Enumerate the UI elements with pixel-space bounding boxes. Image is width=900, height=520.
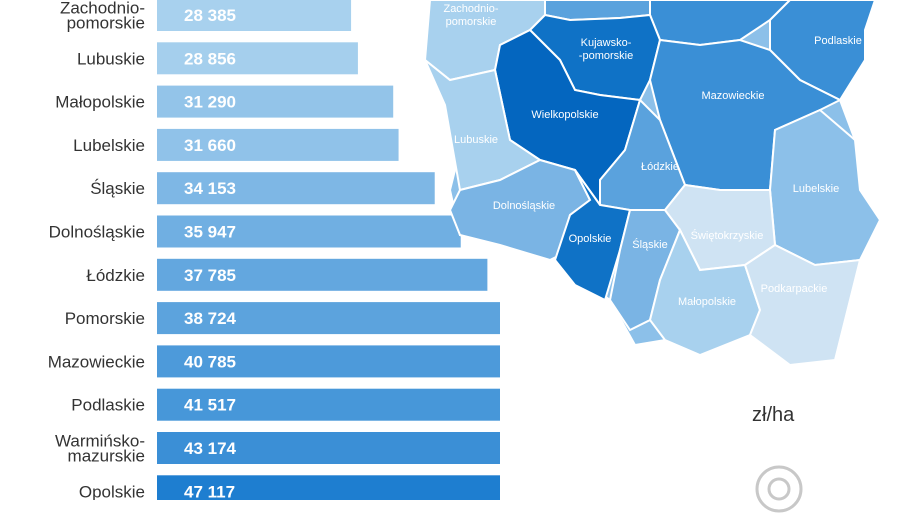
bar-value-label: 31 660 [184,136,236,155]
region-lubelskie[interactable] [768,108,882,267]
bar-value-label: 43 174 [184,439,237,458]
bar [157,215,461,248]
bar-value-label: 47 117 [184,482,235,500]
bar-value-label: 28 856 [184,49,236,68]
bar-chart: 28 385 Zachodnio-pomorskie 28 856 Lubuskie 3… [48,0,500,500]
bar [157,85,394,118]
region-podlaskie[interactable] [769,0,877,102]
region-podkarpackie[interactable] [743,243,862,367]
unit-label: zł/ha [752,404,795,426]
region-wielkopolskie[interactable] [493,28,642,209]
region-label: Mazowieckie [702,90,765,102]
region-label: Lubelskie [793,183,839,195]
category-label: Małopolskie [55,93,145,112]
circle-scroll-icon[interactable] [748,458,810,520]
region-label: Łódzkie [641,161,679,173]
category-label: Zachodnio-pomorskie [60,0,145,33]
category-label: Warmińsko-mazurskie [55,432,145,466]
region-label: Dolnośląskie [493,200,555,212]
category-label: Pomorskie [65,309,145,328]
category-label: Dolnośląskie [49,223,145,242]
region-lodzkie[interactable] [599,98,687,211]
region-swietokrzyskie[interactable] [663,183,777,272]
region-label: Świętokrzyskie [691,229,764,242]
region-kujawsko-pomorskie[interactable] [528,13,662,102]
region-label: Podkarpackie [761,283,828,295]
category-label: Łódzkie [86,266,145,285]
bar-value-label: 35 947 [184,223,236,242]
region-slaskie[interactable] [608,209,682,332]
bar-value-label: 34 153 [184,179,236,198]
category-label: Lubuskie [77,49,145,68]
region-label: Kujawsko--pomorskie [579,37,633,62]
bar [157,0,352,31]
bar-value-label: 28 385 [184,6,236,25]
region-label: Opolskie [569,233,612,245]
region-malopolskie[interactable] [648,227,762,357]
category-label: Śląskie [90,179,145,198]
bar-value-label: 31 290 [184,93,236,112]
bar [157,172,435,205]
region-mazowieckie[interactable] [648,38,843,191]
bar-value-label: 38 724 [184,309,237,328]
bar [157,128,399,161]
region-label: Wielkopolskie [531,109,598,121]
category-label: Podlaskie [71,396,145,415]
region-warminsko-mazurskie[interactable] [649,0,792,47]
region-label: Podlaskie [814,35,862,47]
bar [157,42,358,75]
region-opolskie[interactable] [553,169,632,302]
region-label: Małopolskie [678,296,736,308]
bar-value-label: 37 785 [184,266,236,285]
bar-value-label: 40 785 [184,352,236,371]
bar [157,432,500,464]
bar [157,475,500,500]
bar [157,388,500,421]
category-label: Opolskie [79,482,145,500]
bar-value-label: 41 517 [184,396,236,415]
region-label: Śląskie [632,238,667,251]
region-pomorskie[interactable] [544,0,651,22]
category-label: Lubelskie [73,136,145,155]
category-label: Mazowieckie [48,352,145,371]
